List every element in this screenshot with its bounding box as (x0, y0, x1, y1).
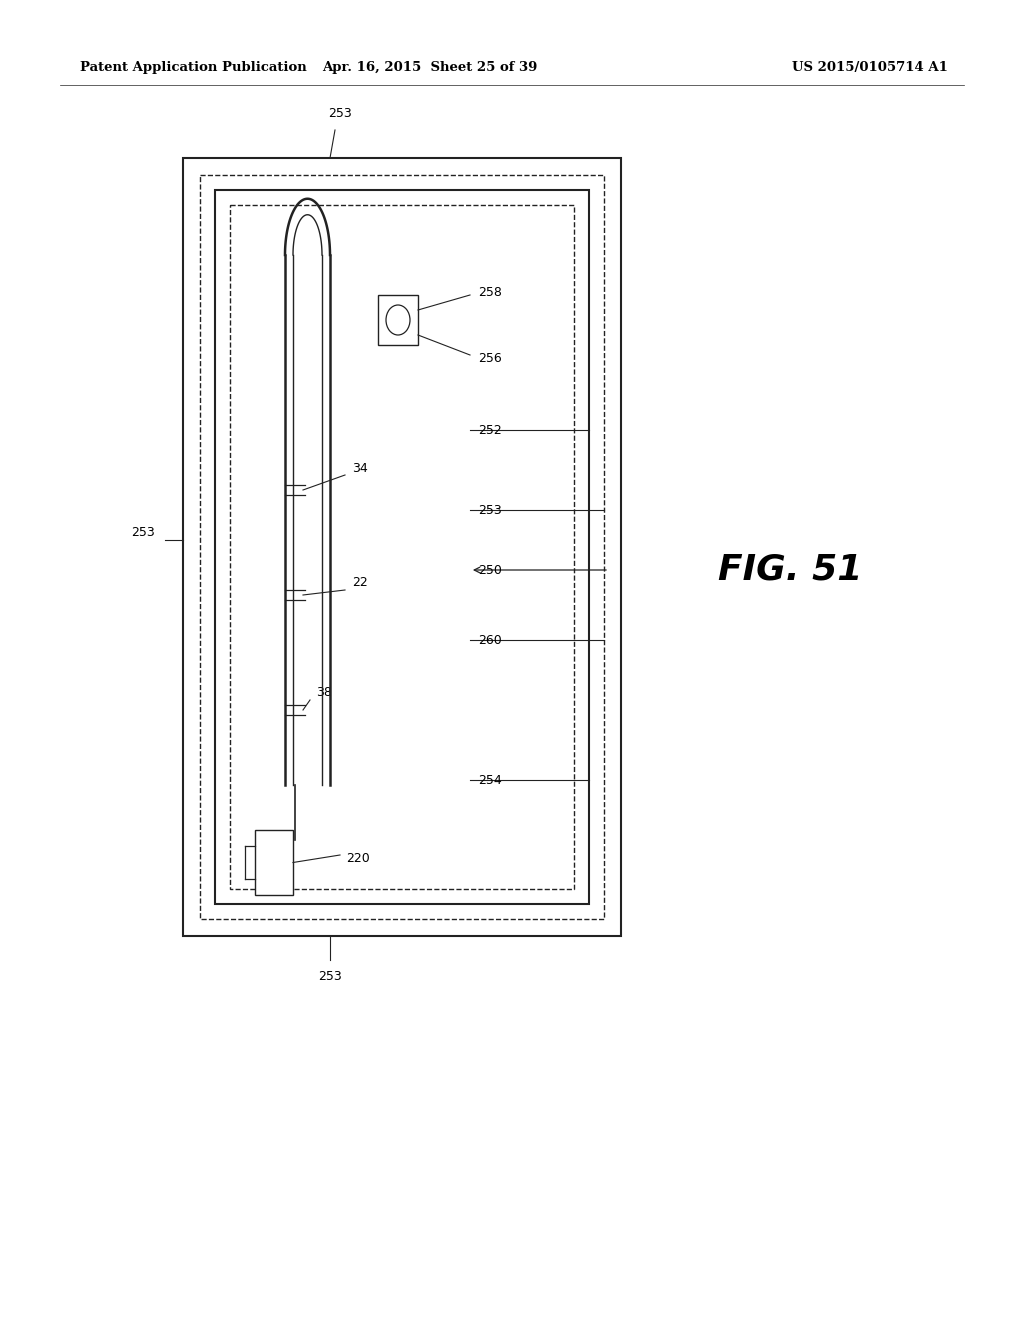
Text: US 2015/0105714 A1: US 2015/0105714 A1 (792, 62, 948, 74)
Text: Apr. 16, 2015  Sheet 25 of 39: Apr. 16, 2015 Sheet 25 of 39 (323, 62, 538, 74)
Text: 253: 253 (478, 503, 502, 516)
Bar (200, 176, 604, 919)
Bar (255, 830, 293, 895)
Text: 250: 250 (478, 564, 502, 577)
Text: 253: 253 (328, 107, 352, 120)
Text: 22: 22 (352, 577, 368, 590)
Text: Patent Application Publication: Patent Application Publication (80, 62, 307, 74)
Text: 253: 253 (131, 527, 155, 540)
Bar (230, 205, 574, 888)
Bar (183, 158, 621, 936)
Bar (378, 294, 418, 345)
Text: 38: 38 (316, 686, 332, 700)
Text: 252: 252 (478, 424, 502, 437)
Bar (215, 190, 589, 904)
Text: 34: 34 (352, 462, 368, 474)
Text: 260: 260 (478, 634, 502, 647)
Text: 254: 254 (478, 774, 502, 787)
Text: 220: 220 (346, 851, 370, 865)
Text: 253: 253 (318, 970, 342, 983)
Ellipse shape (386, 305, 410, 335)
Text: 256: 256 (478, 351, 502, 364)
Text: 258: 258 (478, 285, 502, 298)
Text: FIG. 51: FIG. 51 (718, 553, 862, 587)
